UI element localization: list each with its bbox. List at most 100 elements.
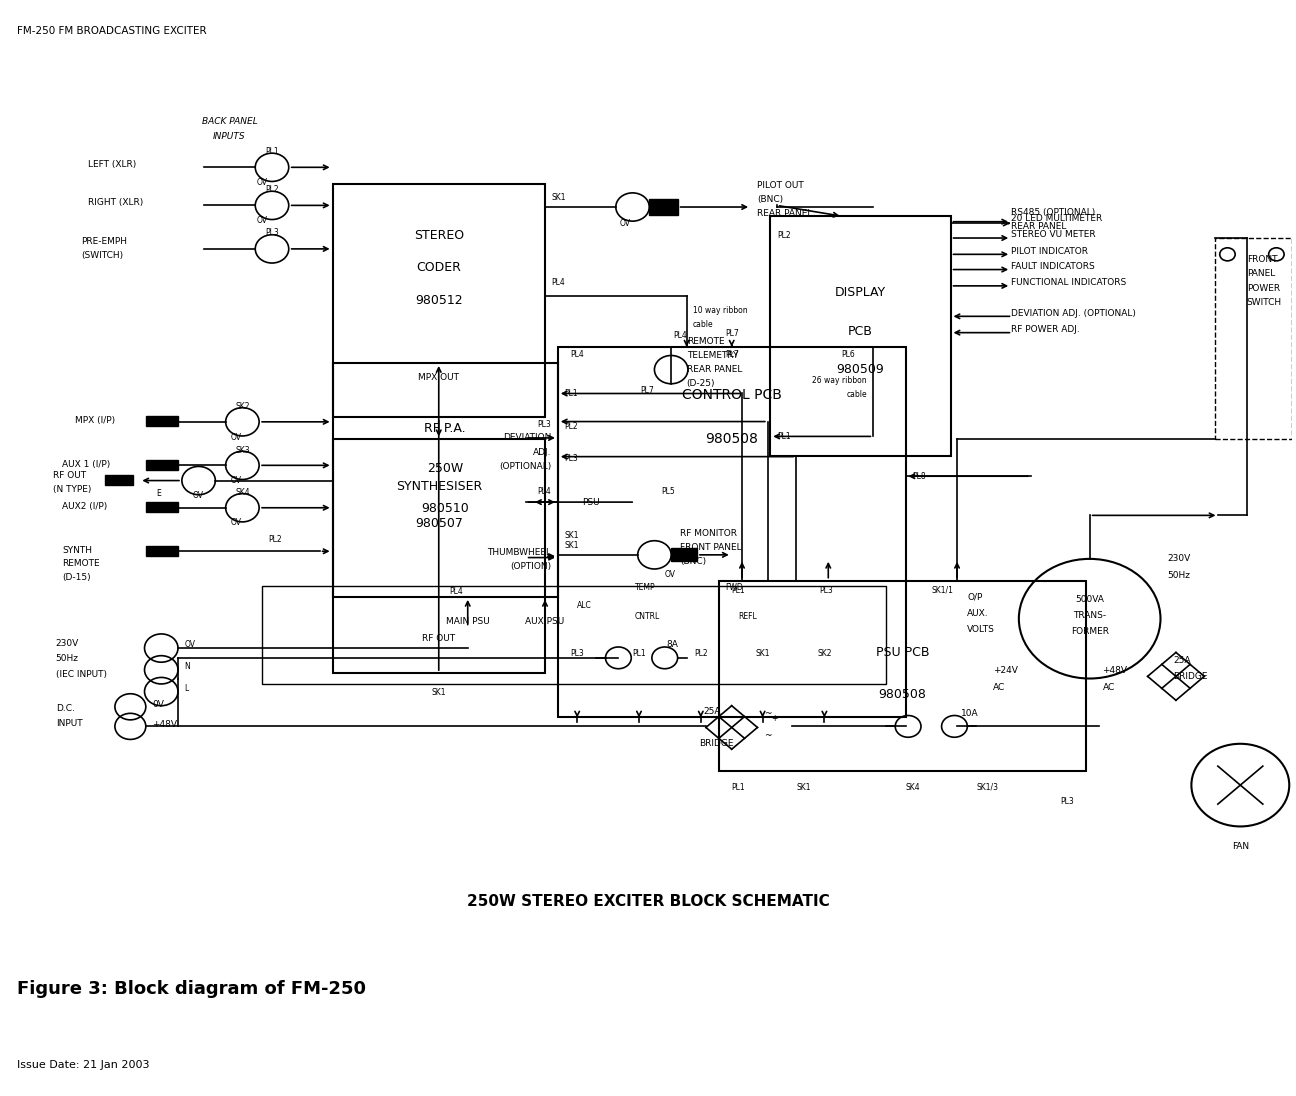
Text: CODER: CODER [416, 261, 461, 274]
Text: 10A: 10A [960, 709, 978, 718]
Text: PL2: PL2 [776, 231, 791, 240]
Text: POWER: POWER [1247, 284, 1280, 293]
Text: (D-15): (D-15) [62, 573, 91, 582]
Text: ADJ.: ADJ. [533, 447, 551, 457]
Text: N: N [184, 662, 191, 671]
Text: DISPLAY: DISPLAY [835, 286, 886, 299]
Text: RF OUT: RF OUT [53, 470, 87, 480]
Text: FRONT PANEL: FRONT PANEL [680, 543, 741, 551]
Text: 10 way ribbon: 10 way ribbon [693, 306, 748, 315]
Text: PL4: PL4 [674, 331, 687, 341]
Text: FAN: FAN [1231, 842, 1249, 850]
Text: 25A: 25A [704, 707, 721, 716]
Text: SK1/1: SK1/1 [932, 585, 953, 595]
Text: OV: OV [619, 219, 630, 228]
Text: +: + [771, 715, 778, 723]
Text: (OPTION): (OPTION) [511, 562, 551, 571]
Text: PL3: PL3 [266, 228, 279, 237]
Text: SK1: SK1 [564, 541, 579, 550]
Text: 25A: 25A [1173, 655, 1191, 664]
Text: PL2: PL2 [266, 184, 279, 194]
Text: 230V: 230V [1166, 555, 1190, 563]
Text: SK2: SK2 [235, 402, 250, 411]
Text: PL7: PL7 [724, 329, 739, 339]
Text: REAR PANEL: REAR PANEL [687, 365, 743, 374]
Text: +48V: +48V [1103, 666, 1128, 675]
Bar [671, 548, 697, 561]
Text: BRIDGE: BRIDGE [700, 740, 734, 749]
Text: ~: ~ [763, 709, 771, 718]
Text: VOLTS: VOLTS [967, 625, 995, 635]
Bar [557, 346, 906, 717]
Text: FORMER: FORMER [1070, 627, 1108, 637]
Text: RF MONITOR: RF MONITOR [680, 528, 737, 538]
Text: PL3: PL3 [570, 649, 584, 659]
Text: PL3: PL3 [1060, 797, 1074, 806]
Text: OV: OV [257, 216, 267, 225]
Text: OV: OV [231, 433, 241, 442]
Text: DEVIATION: DEVIATION [503, 433, 551, 443]
Text: 980510: 980510 [421, 502, 469, 515]
Text: PL1: PL1 [732, 585, 745, 595]
Text: OV: OV [193, 491, 203, 500]
Text: DEVIATION ADJ. (OPTIONAL): DEVIATION ADJ. (OPTIONAL) [1011, 309, 1137, 318]
Text: OV: OV [184, 640, 196, 649]
Text: PL2: PL2 [268, 535, 281, 544]
Text: MPX (I/P): MPX (I/P) [75, 416, 115, 425]
Text: E: E [157, 489, 161, 498]
Text: MAIN PSU: MAIN PSU [446, 617, 490, 627]
Text: AUX2 (I/P): AUX2 (I/P) [62, 502, 108, 511]
Text: PILOT INDICATOR: PILOT INDICATOR [1011, 247, 1089, 255]
Text: PRE-EMPH: PRE-EMPH [82, 237, 127, 246]
Text: 8A: 8A [666, 640, 678, 649]
Bar [146, 546, 178, 556]
Text: PL3: PL3 [538, 421, 551, 430]
Text: SK1: SK1 [551, 193, 566, 202]
Text: AC: AC [1103, 683, 1115, 692]
Text: ~: ~ [763, 731, 771, 740]
Text: 20 LED MULTIMETER: 20 LED MULTIMETER [1011, 214, 1103, 222]
Text: STEREO: STEREO [413, 229, 464, 241]
Text: PILOT OUT: PILOT OUT [757, 181, 805, 190]
Text: REFL: REFL [739, 613, 757, 621]
Text: REMOTE: REMOTE [687, 336, 724, 346]
Text: INPUT: INPUT [56, 719, 83, 728]
Text: 50Hz: 50Hz [56, 654, 79, 663]
Text: PL6: PL6 [841, 350, 855, 358]
Text: LEFT (XLR): LEFT (XLR) [88, 160, 136, 169]
Text: 0V: 0V [152, 700, 165, 709]
Bar [719, 581, 1086, 770]
Text: PSU: PSU [582, 498, 600, 506]
Text: AC: AC [993, 683, 1006, 692]
Text: RF OUT: RF OUT [422, 633, 455, 642]
Text: PL5: PL5 [661, 487, 675, 495]
Text: Issue Date: 21 Jan 2003: Issue Date: 21 Jan 2003 [17, 1060, 149, 1070]
Text: PSU PCB: PSU PCB [876, 647, 929, 660]
Text: PL4: PL4 [450, 587, 464, 596]
Text: AUX 1 (I/P): AUX 1 (I/P) [62, 459, 110, 469]
Text: OV: OV [231, 518, 241, 527]
Text: L: L [184, 684, 189, 693]
Text: THUMBWHEEL: THUMBWHEEL [487, 548, 551, 557]
Text: 26 way ribbon: 26 way ribbon [813, 376, 867, 385]
Text: SK1: SK1 [796, 783, 810, 791]
Text: PL1: PL1 [732, 783, 745, 791]
Text: PL4: PL4 [570, 350, 584, 358]
Text: D.C.: D.C. [56, 705, 75, 713]
Bar [262, 586, 886, 684]
Text: 500VA: 500VA [1076, 595, 1104, 604]
Bar [1214, 238, 1292, 439]
Text: RF P.A.: RF P.A. [424, 422, 467, 435]
Text: TELEMETRY: TELEMETRY [687, 351, 737, 359]
Text: cable: cable [846, 390, 867, 399]
Text: +48V: +48V [152, 720, 178, 729]
Text: (N TYPE): (N TYPE) [53, 484, 92, 494]
Text: ALC: ALC [577, 601, 592, 610]
Text: PL7: PL7 [640, 386, 654, 395]
Text: (IEC INPUT): (IEC INPUT) [56, 670, 106, 678]
Text: FUNCTIONAL INDICATORS: FUNCTIONAL INDICATORS [1011, 278, 1126, 287]
Text: PL4: PL4 [551, 278, 565, 287]
Text: (D-25): (D-25) [687, 379, 715, 388]
Text: AUX PSU: AUX PSU [525, 617, 565, 627]
Text: O/P: O/P [967, 593, 982, 602]
